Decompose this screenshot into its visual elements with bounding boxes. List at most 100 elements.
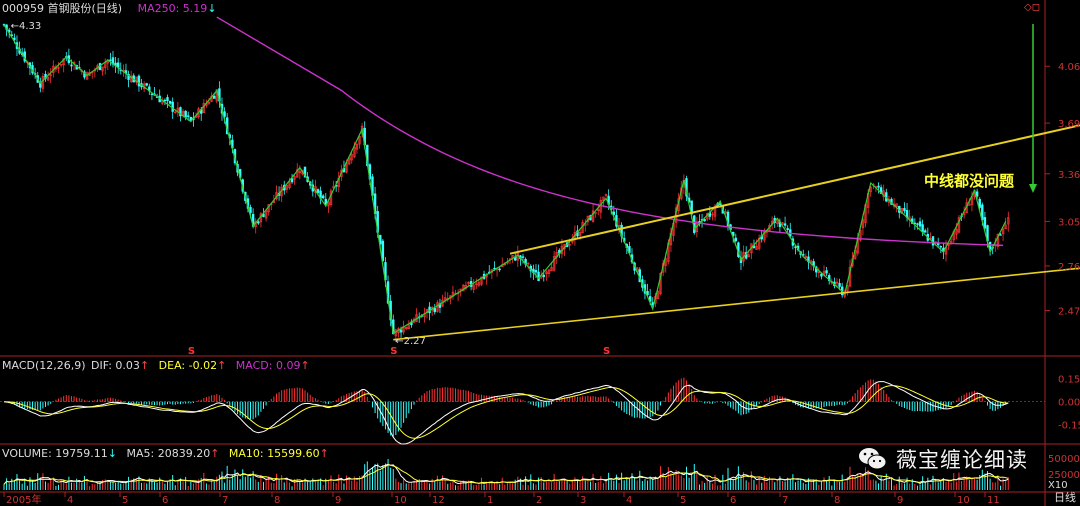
date-tick-label: 6	[162, 495, 168, 506]
price-tick-label: 3.69	[1058, 119, 1080, 130]
volume-arrow: ↓	[107, 447, 117, 460]
date-tick-label: 10	[957, 495, 970, 506]
candle-body	[734, 237, 737, 242]
candle-body	[249, 207, 252, 214]
candle-body	[783, 223, 787, 226]
candle-body	[703, 219, 706, 222]
candle-body	[924, 230, 927, 233]
candle-body	[101, 66, 104, 72]
volume-ma10-arrow: ↑	[319, 447, 329, 460]
candle-body	[916, 223, 919, 225]
candle-body	[298, 170, 302, 173]
macd-header: MACD(12,26,9) DIF: 0.03↑ DEA: -0.02↑ MAC…	[2, 359, 310, 372]
date-tick-label: 7	[782, 495, 788, 506]
candle-body	[462, 284, 465, 292]
candle-body	[358, 136, 361, 145]
candle-body	[521, 256, 525, 258]
date-tick-label: 5	[680, 495, 686, 506]
candle-body	[900, 207, 904, 214]
date-tick-label: 7	[222, 495, 228, 506]
candle-body	[179, 107, 182, 117]
stock-code: 000959	[2, 2, 44, 15]
candle-body	[809, 260, 813, 263]
macd-histogram	[6, 377, 1009, 437]
signal-marker: S	[188, 346, 195, 357]
candle-body	[285, 184, 289, 190]
candle-body	[755, 246, 758, 250]
candle-body	[835, 281, 839, 284]
dea-value: DEA: -0.02	[158, 359, 218, 372]
stock-name: 首钢股份(日线)	[47, 2, 123, 15]
candle-body	[41, 76, 45, 89]
candle-body	[150, 93, 154, 95]
candle-body	[1001, 228, 1005, 235]
candle-body	[350, 154, 353, 161]
candle-body	[135, 76, 138, 83]
ma250-line	[216, 16, 1004, 247]
candle-body	[825, 270, 828, 274]
candle-body	[817, 271, 821, 274]
dea-arrow: ↑	[217, 359, 227, 372]
signal-marker: S	[390, 346, 397, 357]
volume-ma10-line	[3, 464, 1009, 485]
zigzag-stroke-line	[3, 24, 1007, 335]
candle-body	[664, 258, 667, 266]
candle-body	[939, 246, 943, 248]
candle-body	[288, 181, 291, 189]
candle-body	[895, 203, 898, 207]
candle-body	[293, 176, 296, 180]
candle-body	[480, 276, 483, 285]
channel-lines	[393, 124, 1080, 341]
price-tick-label: 2.76	[1058, 262, 1080, 273]
candle-body	[467, 281, 470, 284]
candle-body	[184, 110, 187, 118]
candle-body	[405, 327, 408, 330]
chart-annotation: 中线都没问题	[924, 172, 1015, 190]
dea-line	[3, 385, 1009, 439]
channel-line-upper	[509, 124, 1080, 255]
candle-body	[877, 185, 880, 188]
candle-body	[355, 143, 359, 150]
candle-body	[70, 64, 73, 67]
annotation-arrow-head	[1029, 184, 1037, 193]
candle-body	[290, 178, 294, 183]
volume-tick-label: 50000	[1048, 454, 1080, 465]
candle-body	[597, 209, 600, 211]
dif-line	[3, 381, 1009, 445]
candle-body	[57, 67, 60, 69]
candle-body	[59, 64, 63, 66]
volume-ma5-value: MA5: 20839.20	[126, 447, 211, 460]
watermark-text: 薇宝缠论细读	[896, 448, 1028, 472]
candle-body	[257, 221, 260, 224]
candle-body	[996, 233, 1000, 247]
window-corner-icons[interactable]: ◇◻	[1024, 2, 1040, 13]
y-axis-ticks: 4.06 3.69 3.36 3.05 2.76 2.47 0.15 0.00 -0.15 500…	[1045, 62, 1080, 491]
candle-body	[174, 111, 177, 114]
candle-body	[957, 217, 961, 233]
candle-body	[786, 228, 789, 230]
candle-body	[1007, 217, 1010, 225]
candle-body	[552, 255, 556, 271]
candle-body	[353, 146, 356, 158]
candle-body	[534, 270, 538, 273]
candle-body	[975, 191, 979, 197]
candle-body	[472, 284, 475, 290]
candle-body	[659, 272, 662, 294]
volume-header: VOLUME: 19759.11↓ MA5: 20839.20↑ MA10: 1…	[2, 447, 329, 460]
price-tick-label: 3.36	[1058, 170, 1080, 181]
high-price-label: ←4.33	[11, 21, 42, 32]
candle-body	[303, 166, 307, 178]
candle-body	[838, 283, 841, 287]
candle-body	[820, 273, 823, 277]
candle-body	[550, 267, 553, 272]
candle-body	[433, 308, 436, 313]
candle-body	[459, 288, 462, 291]
dif-value: DIF: 0.03	[91, 359, 140, 372]
date-tick-label: 5	[122, 495, 128, 506]
price-tick-label: 2.47	[1058, 307, 1080, 318]
candle-body	[168, 100, 172, 104]
candle-body	[604, 194, 608, 196]
x-axis-ticks: 2005年 4 5 6 7 8 9 10 12 1 2 3 4 5 6 7 8 9 10 11	[3, 492, 1000, 506]
date-tick-label: 8	[834, 495, 840, 506]
period-label[interactable]: 日线	[1054, 491, 1076, 504]
